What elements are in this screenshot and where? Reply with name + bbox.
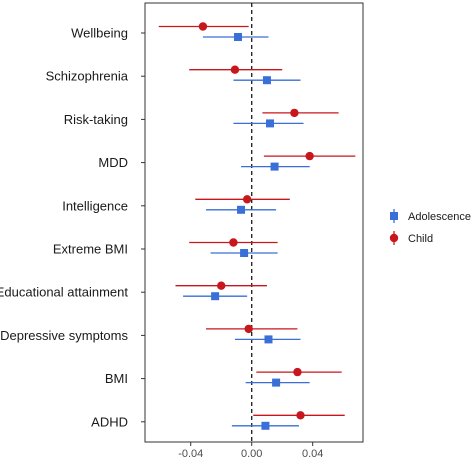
x-axis: -0.04 0.00 0.04 xyxy=(178,442,323,460)
x-tick-label-2: 0.04 xyxy=(302,448,323,460)
adolescence-schizophrenia-point xyxy=(262,76,271,85)
adolescence-wellbeing-point xyxy=(233,33,242,41)
legend-child-key xyxy=(389,233,399,243)
child-extreme-bmi-point xyxy=(229,238,238,247)
legend-child-label: Child xyxy=(408,233,433,245)
child-schizophrenia-point xyxy=(230,65,240,74)
adolescence-educational-attainment-point xyxy=(211,292,220,301)
category-label-extreme-bmi: Extreme BMI xyxy=(53,242,128,257)
category-label-schizophrenia: Schizophrenia xyxy=(46,69,129,84)
adolescence-adhd-point xyxy=(261,421,270,430)
adolescence-bmi-point xyxy=(272,378,281,387)
legend: Adolescence Child xyxy=(389,209,471,245)
category-labels: Wellbeing Schizophrenia Risk-taking MDD Inte… xyxy=(0,26,145,429)
child-depressive-symptoms-point xyxy=(244,324,253,334)
category-label-intelligence: Intelligence xyxy=(62,198,128,213)
adolescence-mdd-point xyxy=(270,162,279,171)
category-label-bmi: BMI xyxy=(105,371,128,386)
category-label-depressive-symptoms: Depressive symptoms xyxy=(0,328,128,343)
category-label-risk-taking: Risk-taking xyxy=(64,112,128,127)
x-tick-label-0: -0.04 xyxy=(178,448,203,460)
legend-adolescence-key xyxy=(390,212,398,220)
adolescence-intelligence-point xyxy=(237,205,246,214)
child-intelligence-point xyxy=(242,195,252,204)
category-label-adhd: ADHD xyxy=(91,414,128,429)
adolescence-depressive-symptoms-point xyxy=(264,335,273,344)
child-wellbeing-point xyxy=(198,22,208,31)
child-adhd-point xyxy=(296,411,305,420)
category-label-wellbeing: Wellbeing xyxy=(71,26,128,41)
legend-adolescence-label: Adolescence xyxy=(408,211,471,223)
child-educational-attainment-point xyxy=(217,281,226,290)
category-label-mdd: MDD xyxy=(98,155,128,170)
adolescence-risk-taking-point xyxy=(266,119,275,128)
child-bmi-point xyxy=(293,367,302,377)
data-marks xyxy=(158,22,356,430)
panel-border xyxy=(144,2,364,443)
x-tick-label-1: 0.00 xyxy=(241,448,262,460)
child-risk-taking-point xyxy=(290,108,299,118)
plot-panel xyxy=(144,2,364,443)
child-mdd-point xyxy=(305,151,314,161)
adolescence-extreme-bmi-point xyxy=(240,249,249,257)
category-label-educational-attainment: Educational attainment xyxy=(0,285,128,300)
